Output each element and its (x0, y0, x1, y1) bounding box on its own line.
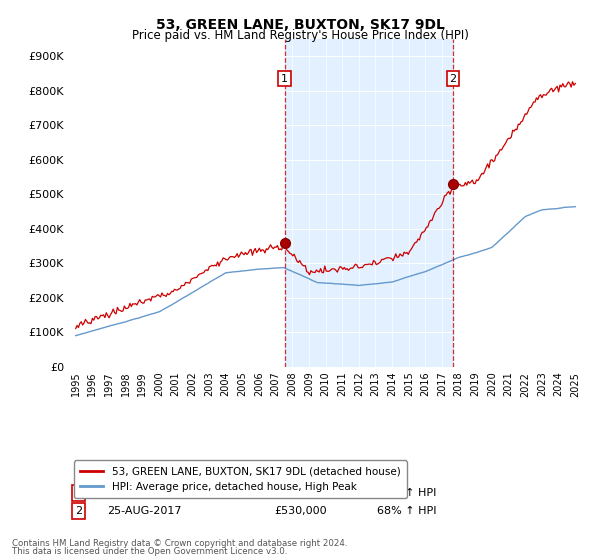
Text: Contains HM Land Registry data © Crown copyright and database right 2024.: Contains HM Land Registry data © Crown c… (12, 539, 347, 548)
Bar (284, 39, 453, 367)
Text: 1: 1 (281, 73, 288, 83)
Text: £530,000: £530,000 (274, 506, 327, 516)
Text: 53, GREEN LANE, BUXTON, SK17 9DL: 53, GREEN LANE, BUXTON, SK17 9DL (155, 18, 445, 32)
Text: 68% ↑ HPI: 68% ↑ HPI (377, 506, 436, 516)
Text: 16-JUL-2007: 16-JUL-2007 (107, 488, 176, 498)
Text: £360,000: £360,000 (274, 488, 327, 498)
Text: 2: 2 (449, 73, 457, 83)
Text: 33% ↑ HPI: 33% ↑ HPI (377, 488, 436, 498)
Text: Price paid vs. HM Land Registry's House Price Index (HPI): Price paid vs. HM Land Registry's House … (131, 29, 469, 42)
Legend: 53, GREEN LANE, BUXTON, SK17 9DL (detached house), HPI: Average price, detached : 53, GREEN LANE, BUXTON, SK17 9DL (detach… (74, 460, 407, 498)
Text: This data is licensed under the Open Government Licence v3.0.: This data is licensed under the Open Gov… (12, 547, 287, 556)
Text: 2: 2 (74, 506, 82, 516)
Text: 25-AUG-2017: 25-AUG-2017 (107, 506, 182, 516)
Text: 1: 1 (75, 488, 82, 498)
